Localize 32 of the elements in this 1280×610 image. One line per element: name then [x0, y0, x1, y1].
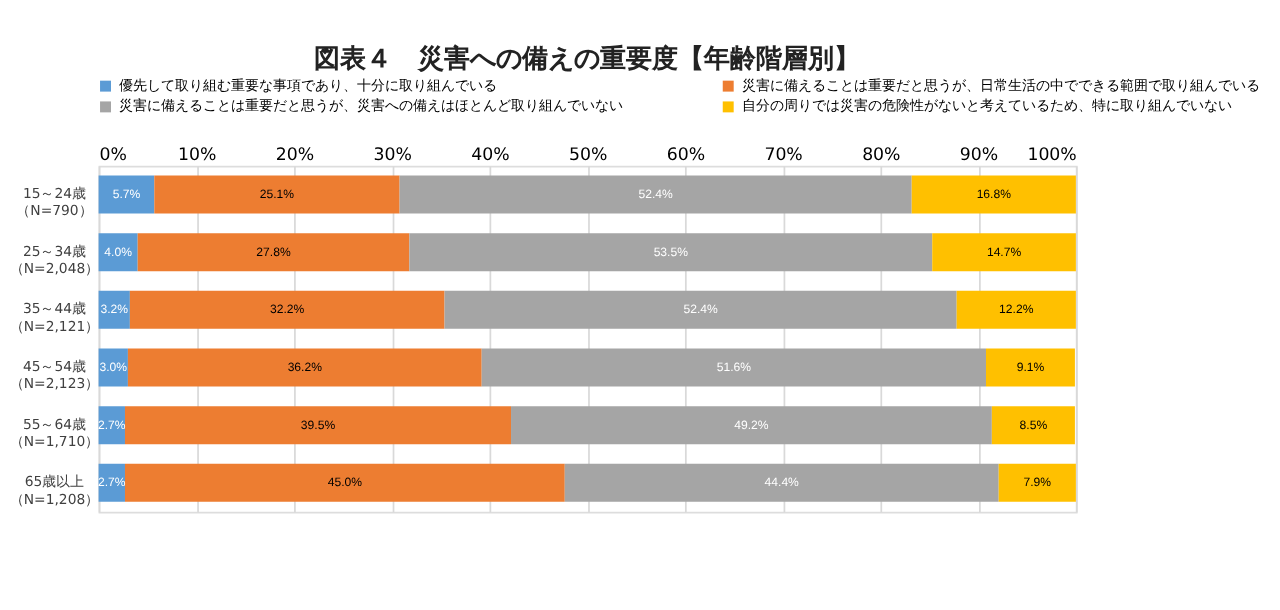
x-tick-label: 10% [178, 145, 217, 166]
bar [991, 406, 1075, 445]
bar [956, 290, 1076, 329]
x-tick-label: 90% [959, 145, 999, 166]
bar [985, 348, 1075, 387]
bar [409, 233, 933, 272]
x-tick-label: 50% [568, 145, 608, 166]
chart-title: 図表４ 災害への備えの重要度【年齢階層別】 [314, 43, 861, 76]
x-tick-label: 20% [275, 145, 315, 166]
x-tick-label: 30% [373, 145, 412, 166]
bar [932, 233, 1076, 272]
bar [511, 406, 992, 445]
bar [129, 290, 445, 329]
bar [154, 175, 400, 214]
bar [444, 290, 957, 329]
x-tick-label: 80% [862, 145, 901, 166]
x-tick-label: 70% [764, 145, 803, 166]
x-tick-label: 0% [99, 145, 127, 166]
bar [564, 463, 999, 502]
bar [998, 463, 1076, 502]
bar [399, 175, 912, 214]
bar [127, 348, 482, 387]
bar [911, 175, 1076, 214]
x-tick-label: 60% [666, 145, 706, 166]
x-tick-label: 100% [1027, 145, 1077, 166]
x-tick-label: 40% [471, 145, 510, 166]
bar [481, 348, 986, 387]
bar [124, 406, 512, 445]
bar [98, 175, 155, 214]
bar [124, 463, 565, 502]
bar [137, 233, 410, 272]
bar [98, 233, 138, 272]
